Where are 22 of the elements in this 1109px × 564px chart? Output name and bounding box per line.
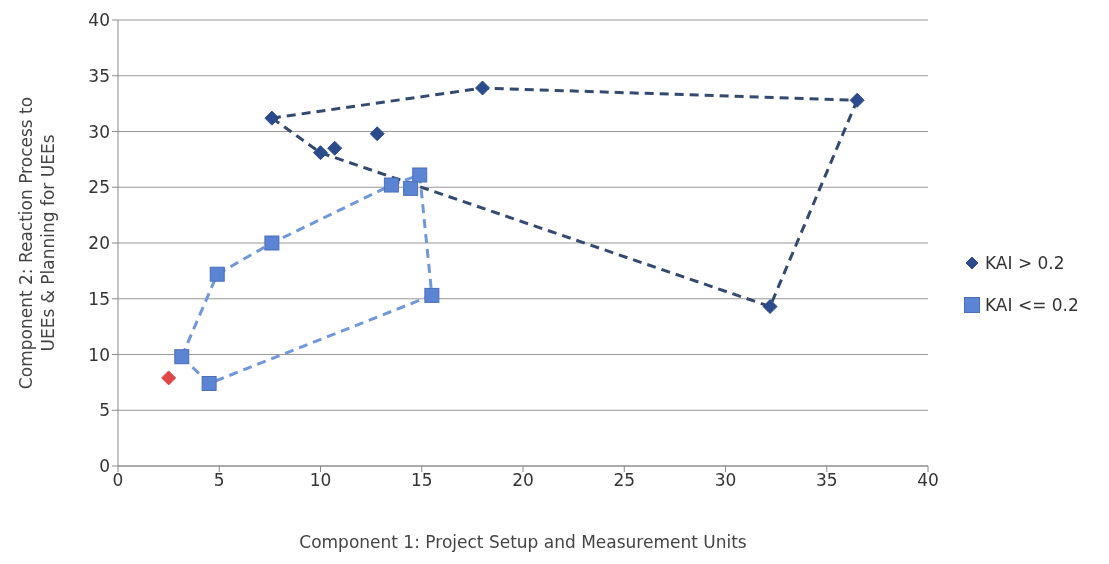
x-tick-label: 15: [410, 470, 433, 491]
y-tick-label: 35: [88, 65, 110, 86]
legend-label: KAI <= 0.2: [985, 295, 1079, 315]
x-axis-title: Component 1: Project Setup and Measurement Units: [299, 532, 747, 552]
y-tick-label: 5: [99, 400, 110, 421]
y-tick-label: 40: [88, 10, 110, 31]
x-tick-label: 20: [512, 470, 534, 491]
x-tick-label: 35: [815, 470, 838, 491]
y-tick-label: 20: [88, 233, 110, 254]
y-tick-label: 30: [88, 121, 110, 142]
x-tick-label: 10: [309, 470, 332, 491]
y-tick-label: 0: [99, 456, 110, 477]
x-tick-label: 40: [917, 470, 939, 491]
x-tick-label: 0: [112, 470, 124, 491]
legend-label: KAI > 0.2: [985, 253, 1065, 273]
y-tick-label: 25: [88, 177, 110, 198]
x-tick-label: 30: [714, 470, 737, 491]
x-tick-label: 5: [213, 470, 225, 491]
y-axis-title: Component 2: Reaction Process to UEEs & Planning for UEEs: [16, 96, 58, 390]
y-tick-label: 15: [88, 288, 110, 309]
x-tick-label: 25: [613, 470, 636, 491]
y-tick-label: 10: [88, 344, 110, 365]
